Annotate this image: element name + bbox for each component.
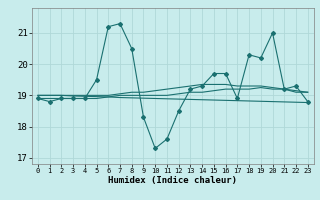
X-axis label: Humidex (Indice chaleur): Humidex (Indice chaleur): [108, 176, 237, 185]
